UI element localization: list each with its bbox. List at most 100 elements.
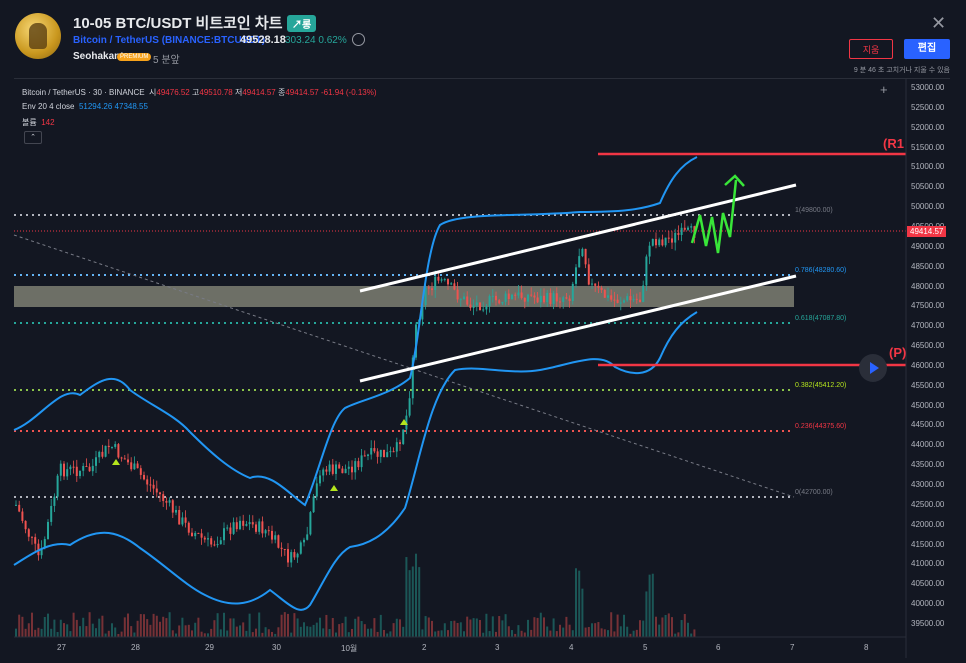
candle-body bbox=[293, 552, 296, 558]
volume-bar bbox=[671, 617, 673, 637]
fib-level-label: 1(49800.00) bbox=[795, 207, 833, 214]
volume-bar bbox=[511, 630, 513, 637]
candle-body bbox=[338, 464, 341, 469]
candle-body bbox=[203, 537, 206, 540]
projection-zigzag bbox=[690, 179, 738, 254]
author-avatar[interactable] bbox=[15, 13, 61, 59]
candle-body bbox=[386, 452, 389, 458]
volume-bar bbox=[495, 631, 497, 637]
play-icon[interactable] bbox=[859, 354, 887, 382]
volume-bar bbox=[287, 613, 289, 637]
edit-button[interactable]: 편집 bbox=[904, 39, 950, 59]
alarm-clock-icon[interactable] bbox=[352, 33, 365, 46]
symbol-link[interactable]: Bitcoin / TetherUS (BINANCE:BTCUSDT) bbox=[73, 35, 266, 46]
volume-bar bbox=[53, 619, 56, 637]
volume-bar bbox=[178, 625, 181, 637]
candle-body bbox=[309, 512, 312, 535]
candle-body bbox=[411, 357, 414, 399]
candle-body bbox=[27, 529, 30, 537]
candle-body bbox=[261, 521, 264, 534]
candle-body bbox=[120, 457, 123, 459]
candle-body bbox=[191, 532, 193, 537]
legend-open-label: 시 bbox=[149, 88, 157, 97]
candle-body bbox=[235, 522, 238, 530]
volume-bar bbox=[165, 618, 168, 637]
price-axis-label: 50500.00 bbox=[911, 182, 945, 192]
volume-bar bbox=[43, 616, 46, 637]
candle-body bbox=[123, 458, 126, 460]
price-axis-label: 46500.00 bbox=[911, 341, 945, 351]
candle-body bbox=[587, 264, 590, 285]
candle-body bbox=[15, 504, 17, 506]
candle-body bbox=[491, 295, 494, 297]
volume-bar bbox=[626, 626, 629, 637]
delete-button[interactable]: 지움 bbox=[849, 39, 893, 59]
time-axis-label: 8 bbox=[864, 643, 869, 652]
candle-body bbox=[341, 468, 344, 474]
close-icon[interactable]: ✕ bbox=[931, 13, 947, 33]
candle-body bbox=[59, 463, 62, 476]
volume-bar bbox=[629, 633, 632, 637]
legend-symbol: Bitcoin / TetherUS · 30 · BINANCE bbox=[22, 88, 145, 97]
candle-body bbox=[427, 287, 430, 289]
author-name[interactable]: Seohakant bbox=[73, 51, 124, 62]
candle-body bbox=[610, 295, 613, 300]
price-axis-label: 40000.00 bbox=[911, 599, 945, 609]
candle-body bbox=[223, 528, 225, 541]
candle-body bbox=[639, 299, 641, 303]
time-axis-label: 30 bbox=[272, 643, 281, 652]
volume-bar bbox=[351, 628, 353, 637]
candle-body bbox=[373, 448, 376, 452]
candle-body bbox=[392, 451, 395, 453]
candle-body bbox=[613, 299, 616, 301]
volume-bar bbox=[520, 630, 523, 637]
volume-bar bbox=[184, 625, 187, 637]
volume-bar bbox=[453, 620, 456, 637]
plus-icon[interactable]: + bbox=[880, 82, 888, 97]
price-axis-label: 50000.00 bbox=[911, 202, 945, 212]
price-axis-label: 41500.00 bbox=[911, 539, 945, 549]
volume-bar bbox=[584, 627, 587, 637]
volume-bar bbox=[69, 631, 72, 637]
candle-body bbox=[530, 294, 533, 296]
volume-bar bbox=[443, 623, 446, 637]
candle-body bbox=[229, 527, 232, 534]
candle-body bbox=[434, 276, 437, 291]
legend-envelope[interactable]: Env 20 4 close 51294.26 47348.55 bbox=[22, 102, 148, 111]
volume-bar bbox=[456, 622, 459, 637]
legend-volume[interactable]: 볼륨 142 bbox=[22, 117, 55, 128]
candle-body bbox=[629, 296, 632, 301]
volume-bar bbox=[341, 623, 344, 637]
candle-body bbox=[306, 534, 309, 540]
posted-time: 5 분앞 bbox=[153, 55, 180, 66]
volume-bar bbox=[504, 614, 507, 637]
chevron-up-icon[interactable]: ⌃ bbox=[24, 131, 42, 144]
candle-body bbox=[232, 522, 235, 534]
price-axis-label: 47000.00 bbox=[911, 321, 945, 331]
volume-bar bbox=[587, 627, 590, 637]
volume-bar bbox=[434, 631, 437, 637]
volume-bar bbox=[338, 624, 341, 637]
volume-bar bbox=[565, 616, 568, 637]
volume-bar bbox=[24, 628, 27, 637]
candle-body bbox=[271, 530, 273, 540]
volume-bar bbox=[594, 623, 597, 637]
candle-body bbox=[651, 239, 654, 246]
candle-body bbox=[146, 479, 149, 485]
volume-bar bbox=[610, 612, 613, 637]
volume-bar bbox=[75, 619, 78, 637]
candle-body bbox=[539, 295, 542, 303]
candle-body bbox=[453, 283, 456, 290]
volume-bar bbox=[296, 618, 299, 637]
candle-body bbox=[187, 522, 190, 533]
legend-close: 49414.57 bbox=[285, 88, 319, 97]
time-axis-label: 28 bbox=[131, 643, 140, 652]
candle-body bbox=[82, 466, 85, 471]
volume-bar bbox=[498, 616, 501, 637]
candle-body bbox=[267, 530, 270, 532]
fib-level-label: 0.786(48280.60) bbox=[795, 267, 847, 274]
volume-bar bbox=[101, 615, 104, 637]
volume-bar bbox=[117, 633, 120, 637]
volume-bar bbox=[690, 633, 693, 637]
channel-lower-line bbox=[359, 274, 797, 383]
